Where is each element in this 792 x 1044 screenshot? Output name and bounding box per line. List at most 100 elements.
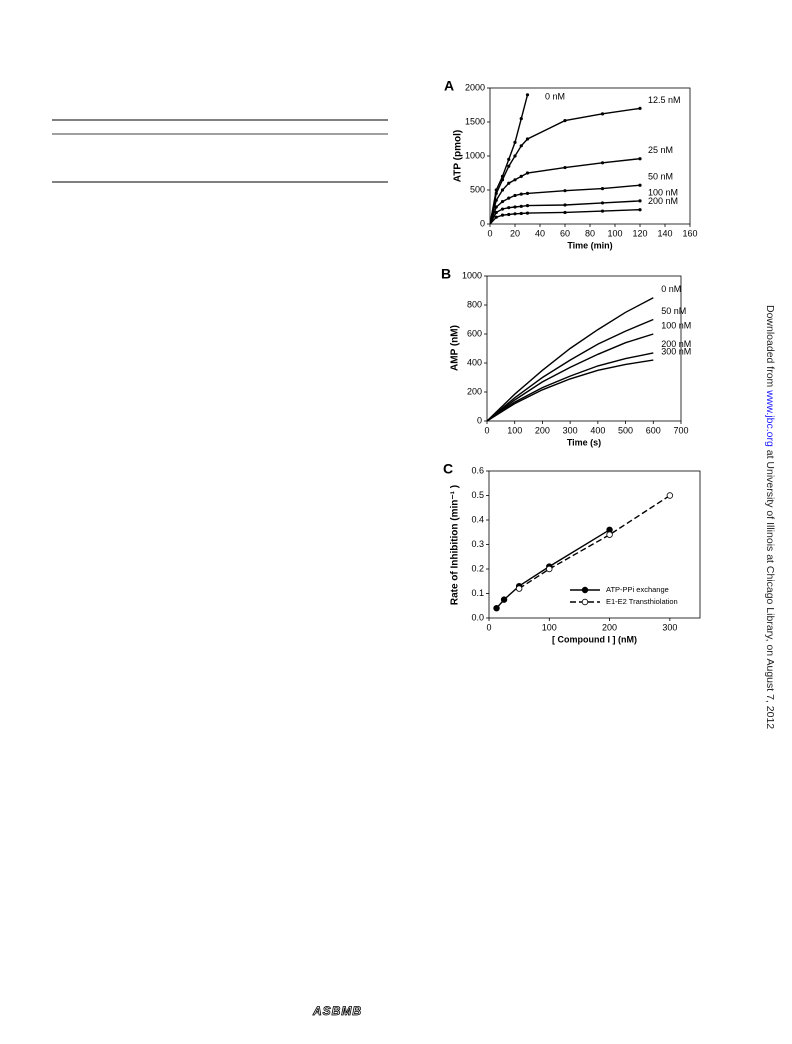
x-tick-label: 600 bbox=[646, 425, 661, 435]
data-point bbox=[490, 222, 492, 224]
x-tick-label: 0 bbox=[487, 228, 492, 238]
legend-label: E1-E2 Transthiolation bbox=[606, 597, 678, 606]
data-point bbox=[606, 531, 613, 538]
data-point bbox=[507, 157, 511, 161]
data-point bbox=[525, 191, 530, 195]
series-label: 200 nM bbox=[661, 339, 691, 349]
x-tick-label: 200 bbox=[535, 425, 550, 435]
data-point bbox=[494, 210, 498, 215]
x-tick-label: 80 bbox=[585, 228, 595, 238]
series-label: 25 nM bbox=[648, 145, 673, 155]
data-point bbox=[500, 199, 505, 204]
data-point bbox=[507, 212, 511, 217]
x-tick-label: 0 bbox=[486, 622, 491, 632]
data-point bbox=[638, 208, 642, 212]
data-point bbox=[513, 193, 517, 198]
data-point bbox=[525, 211, 530, 215]
series-line bbox=[490, 107, 641, 224]
data-point bbox=[507, 206, 511, 210]
y-tick-label: 2000 bbox=[465, 82, 485, 92]
y-tick-label: 500 bbox=[470, 184, 485, 194]
y-tick-label: 200 bbox=[467, 386, 482, 396]
data-point bbox=[519, 211, 523, 216]
y-tick-label: 0 bbox=[480, 218, 485, 228]
series-group bbox=[490, 93, 642, 224]
y-tick-label: 1000 bbox=[462, 270, 482, 280]
series-group bbox=[493, 492, 674, 612]
series-line bbox=[486, 333, 654, 422]
data-point bbox=[563, 210, 567, 215]
data-point bbox=[500, 207, 505, 211]
series-label: 100 nM bbox=[648, 187, 678, 197]
data-point bbox=[638, 157, 642, 161]
data-point bbox=[600, 201, 605, 205]
data-point bbox=[513, 154, 517, 158]
series-line bbox=[490, 184, 641, 224]
data-point bbox=[563, 189, 567, 193]
legend-marker bbox=[581, 598, 589, 606]
data-point bbox=[546, 565, 553, 573]
data-point bbox=[666, 492, 674, 499]
data-point bbox=[515, 585, 523, 592]
x-tick-label: 0 bbox=[484, 425, 489, 435]
data-point bbox=[513, 205, 517, 209]
data-point bbox=[513, 140, 517, 144]
x-tick-label: 140 bbox=[657, 228, 672, 238]
data-point bbox=[563, 165, 567, 170]
x-axis-title: [ Compound I ] (nM) bbox=[552, 634, 637, 644]
data-point bbox=[494, 215, 498, 219]
data-point bbox=[525, 171, 530, 175]
y-tick-label: 0.6 bbox=[471, 465, 484, 475]
y-tick-label: 1000 bbox=[465, 150, 485, 160]
x-tick-label: 200 bbox=[602, 622, 617, 632]
data-point bbox=[494, 191, 498, 195]
series-label: 0 nM bbox=[661, 284, 681, 294]
series-label: 200 nM bbox=[648, 196, 678, 206]
data-point bbox=[519, 144, 523, 148]
series-group bbox=[486, 297, 654, 422]
panel-letter: A bbox=[444, 78, 454, 94]
notice-link[interactable]: www.jbc.org bbox=[764, 390, 776, 447]
series-line bbox=[486, 352, 654, 422]
data-point bbox=[513, 212, 517, 216]
legend-label: ATP-PPi exchange bbox=[606, 585, 669, 594]
data-point bbox=[525, 204, 530, 208]
data-point bbox=[494, 205, 498, 209]
series-line bbox=[518, 494, 671, 590]
x-tick-label: 500 bbox=[618, 425, 633, 435]
y-tick-label: 800 bbox=[467, 299, 482, 309]
series-label: 0 nM bbox=[545, 91, 565, 101]
y-axis-title: Rate of Inhibition (min⁻¹ ) bbox=[450, 485, 461, 605]
notice-text: Downloaded from bbox=[764, 305, 776, 391]
x-tick-label: 40 bbox=[535, 228, 545, 238]
legend-marker bbox=[581, 586, 589, 594]
series-label: 50 nM bbox=[648, 172, 673, 182]
series-line bbox=[490, 200, 641, 224]
x-tick-label: 300 bbox=[563, 425, 578, 435]
series-line bbox=[486, 297, 654, 422]
y-tick-label: 1500 bbox=[465, 116, 485, 126]
data-point bbox=[638, 199, 642, 203]
data-point bbox=[507, 164, 511, 168]
y-tick-label: 600 bbox=[467, 328, 482, 338]
series-label: 100 nM bbox=[661, 320, 691, 330]
data-point bbox=[600, 112, 605, 116]
y-tick-label: 0.4 bbox=[471, 514, 484, 524]
series-line bbox=[490, 158, 641, 224]
data-point bbox=[563, 119, 567, 123]
data-point bbox=[519, 174, 523, 178]
x-tick-label: 120 bbox=[632, 228, 647, 238]
y-tick-label: 0.5 bbox=[471, 490, 484, 500]
y-tick-label: 0.1 bbox=[471, 588, 484, 598]
x-tick-label: 160 bbox=[682, 228, 697, 238]
data-point bbox=[563, 203, 567, 207]
series-line bbox=[490, 209, 641, 224]
series-label: 12.5 nM bbox=[648, 95, 681, 105]
series-label: 50 nM bbox=[661, 306, 686, 316]
data-point bbox=[600, 161, 605, 165]
x-tick-label: 300 bbox=[662, 622, 677, 632]
y-axis-title: ATP (pmol) bbox=[453, 130, 464, 182]
data-point bbox=[494, 198, 498, 202]
y-tick-label: 400 bbox=[467, 357, 482, 367]
data-point bbox=[493, 605, 500, 612]
